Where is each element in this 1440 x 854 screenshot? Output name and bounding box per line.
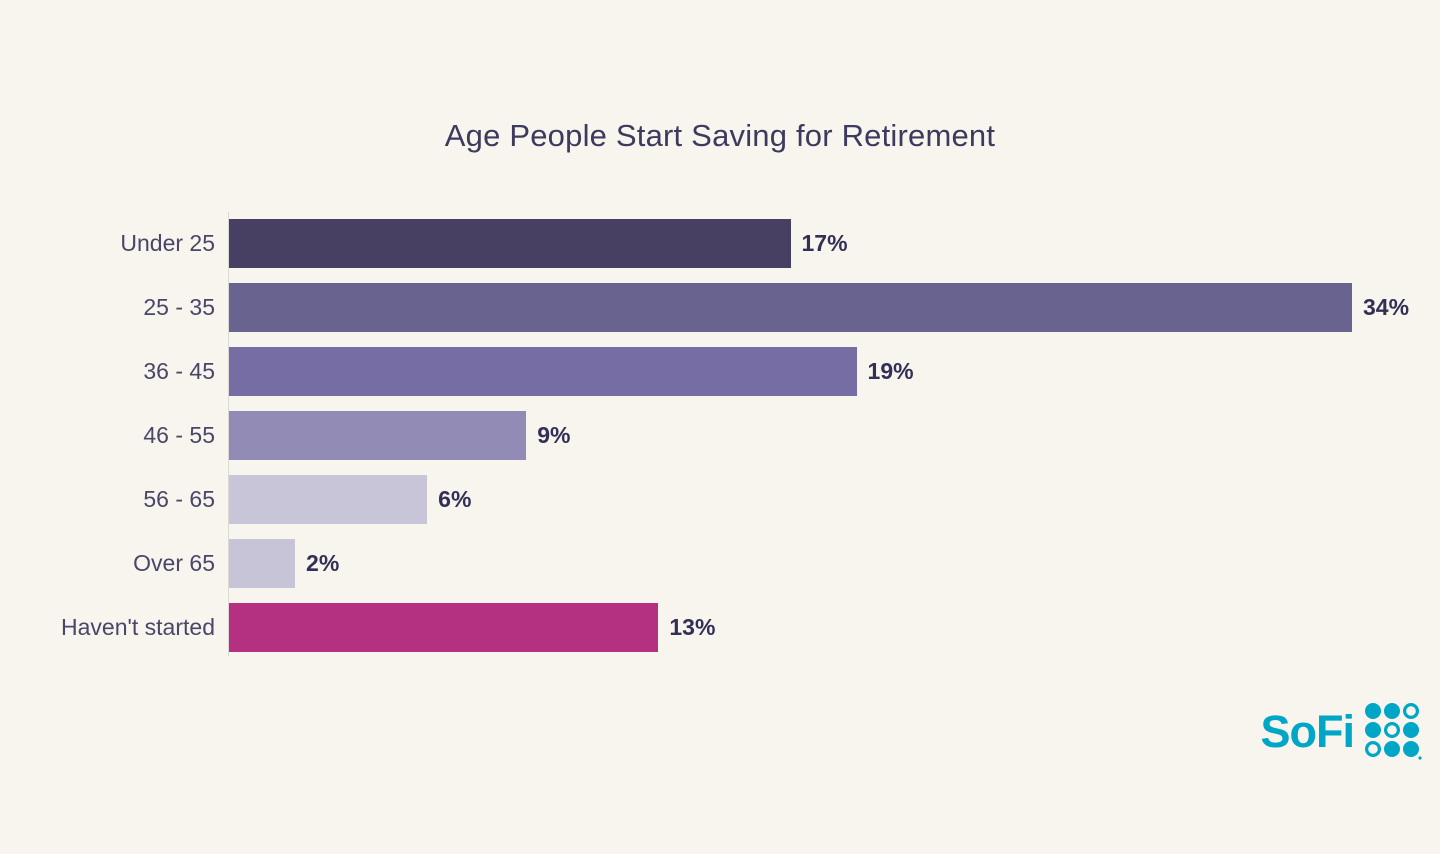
bar-track: 17% [229,219,1440,268]
bar-row: 46 - 55 9% [0,411,1440,460]
bar-row: 25 - 35 34% [0,283,1440,332]
category-label: 56 - 65 [143,486,215,512]
bar-rows: Under 25 17% 25 - 35 34% 36 - 45 19% 46 … [0,219,1440,652]
category-label: Under 25 [120,230,215,256]
bar-row: 36 - 45 19% [0,347,1440,396]
bar-track: 13% [229,603,1440,652]
y-axis-line [228,212,229,656]
value-label: 34% [1363,294,1410,320]
bar-track: 9% [229,411,1440,460]
category-label: Over 65 [133,550,215,576]
value-label: 9% [537,422,571,448]
bar [229,411,527,460]
bar-chart: Under 25 17% 25 - 35 34% 36 - 45 19% 46 … [0,212,1440,656]
category-label: Haven't started [61,614,215,640]
value-label: 13% [669,614,716,640]
category-label: 36 - 45 [143,358,215,384]
bar-track: 6% [229,475,1440,524]
dot-grid [1364,702,1422,760]
bar [229,347,857,396]
bar [229,283,1352,332]
bar-track: 19% [229,347,1440,396]
bar [229,603,659,652]
value-label: 17% [801,230,848,256]
bar-row: 56 - 65 6% [0,475,1440,524]
bar-row: Under 25 17% [0,219,1440,268]
sofi-logo: SoFi [1261,702,1423,760]
bar-row: Over 65 2% [0,539,1440,588]
sofi-dots-icon [1364,702,1422,760]
bar [229,475,428,524]
bar [229,539,296,588]
category-label: 46 - 55 [143,422,215,448]
bar [229,219,791,268]
value-label: 6% [438,486,472,512]
value-label: 19% [867,358,914,384]
trademark-dot [1418,756,1422,760]
bar-row: Haven't started 13% [0,603,1440,652]
bar-track: 34% [229,283,1440,332]
chart-title: Age People Start Saving for Retirement [444,118,996,153]
sofi-logo-text: SoFi [1260,705,1355,757]
value-label: 2% [306,550,340,576]
bar-track: 2% [229,539,1440,588]
category-label: 25 - 35 [143,294,215,320]
